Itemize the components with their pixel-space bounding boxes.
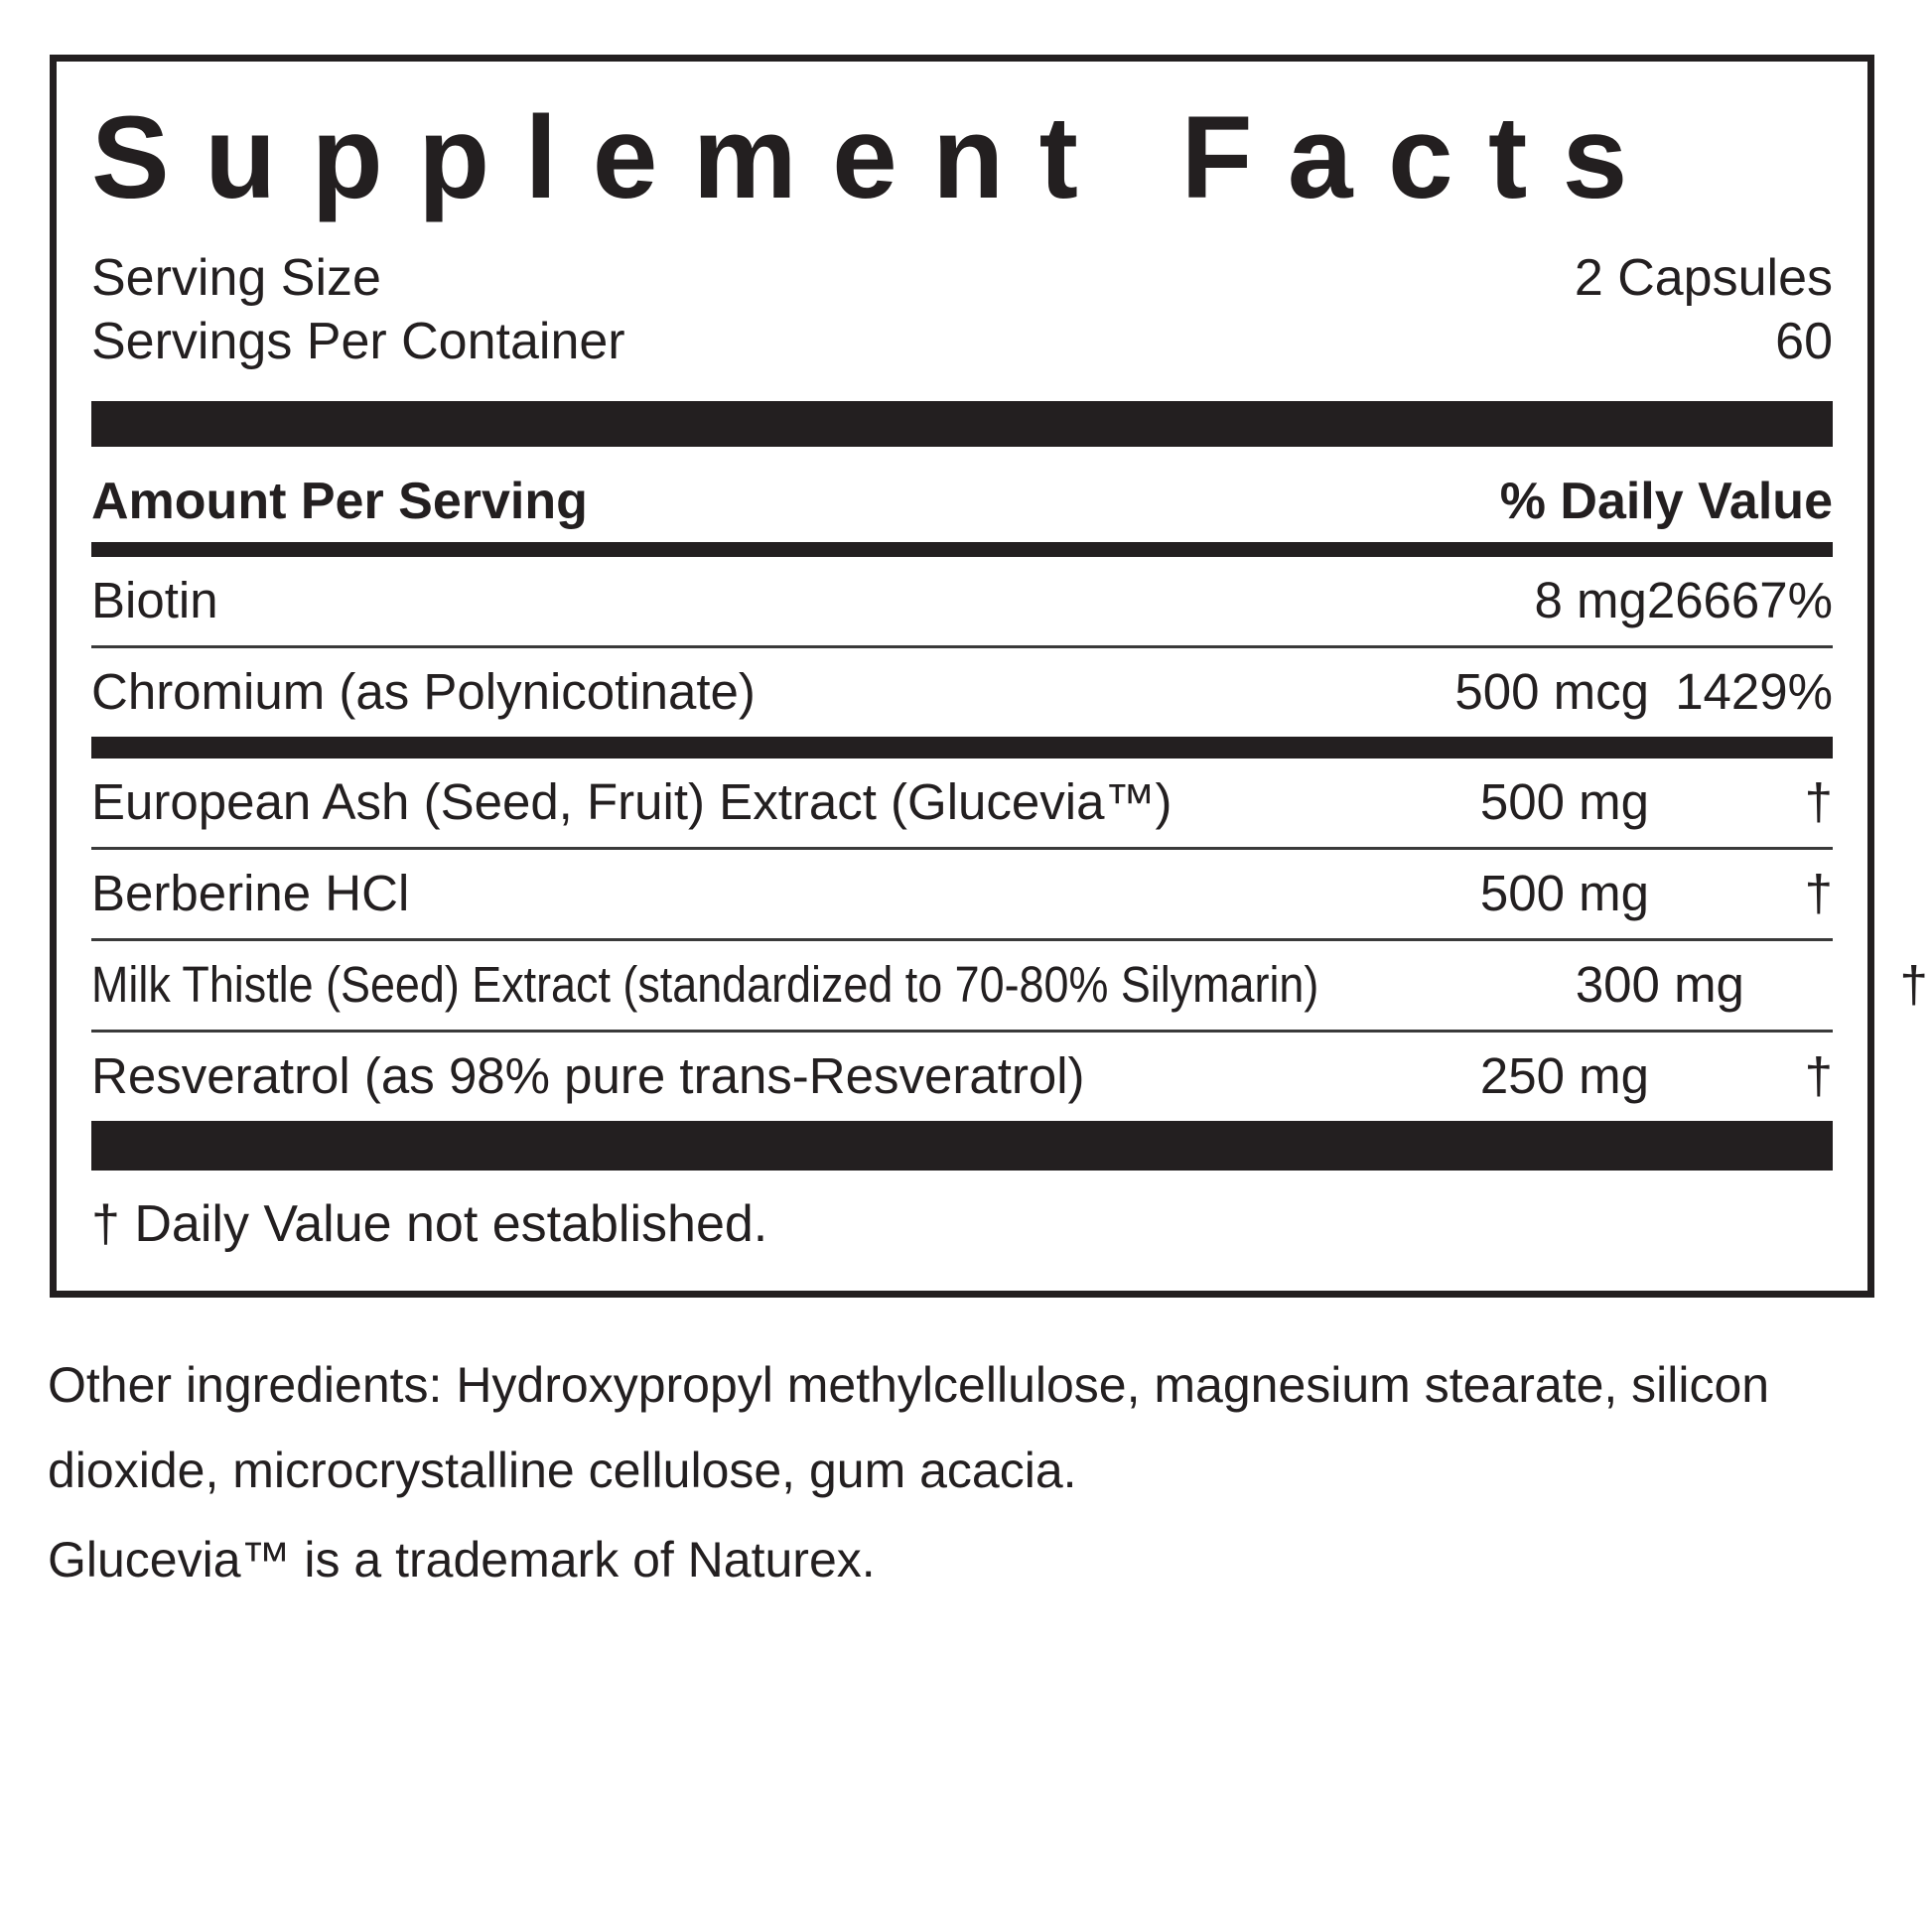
ingredient-row-berberine: Berberine HCl 500 mg † <box>91 850 1833 938</box>
row-separator <box>91 847 1833 850</box>
servings-per-container-label: Servings Per Container <box>91 313 625 370</box>
servings-per-container-row: Servings Per Container 60 <box>91 310 1833 373</box>
serving-size-row: Serving Size 2 Capsules <box>91 246 1833 310</box>
other-ingredients-line2: dioxide, microcrystalline cellulose, gum… <box>48 1443 1077 1498</box>
daily-value-footnote: † Daily Value not established. <box>91 1195 768 1253</box>
column-header-row: Amount Per Serving % Daily Value <box>91 447 1833 530</box>
serving-size-label: Serving Size <box>91 249 381 307</box>
row-separator <box>91 1030 1833 1033</box>
ingredient-amount: 300 mg <box>1575 956 1744 1013</box>
ingredient-amount: 250 mg <box>1479 1047 1649 1104</box>
ingredient-name: Chromium (as Polynicotinate) <box>91 663 756 720</box>
ingredient-daily-value: † <box>1804 773 1833 830</box>
ingredient-name: Biotin <box>91 572 218 628</box>
ingredient-amount: 8 mg <box>1534 572 1647 628</box>
ingredient-daily-value: † <box>1899 956 1928 1013</box>
serving-info: Serving Size 2 Capsules Servings Per Con… <box>91 246 1833 373</box>
ingredient-daily-value: † <box>1804 1047 1833 1104</box>
servings-per-container-value: 60 <box>1775 313 1833 370</box>
ingredient-row-milk-thistle: Milk Thistle (Seed) Extract (standardize… <box>91 941 1928 1030</box>
ingredient-amount: 500 mg <box>1479 773 1649 830</box>
divider-bar-thick-top <box>91 401 1833 447</box>
ingredient-name: Berberine HCl <box>91 865 410 921</box>
ingredient-row-european-ash: European Ash (Seed, Fruit) Extract (Gluc… <box>91 759 1833 847</box>
row-separator <box>91 938 1833 941</box>
ingredient-daily-value: 1429% <box>1675 663 1833 720</box>
ingredient-name: European Ash (Seed, Fruit) Extract (Gluc… <box>91 773 1173 830</box>
supplement-facts-panel: Supplement Facts Serving Size 2 Capsules… <box>50 55 1928 1298</box>
ingredient-name: Milk Thistle (Seed) Extract (standardize… <box>91 956 1319 1013</box>
ingredient-name: Resveratrol (as 98% pure trans-Resveratr… <box>91 1047 1085 1104</box>
amount-per-serving-header: Amount Per Serving <box>91 473 588 530</box>
percent-daily-value-header: % Daily Value <box>1499 473 1833 530</box>
ingredient-amount: 500 mcg <box>1454 663 1649 720</box>
ingredient-row-chromium: Chromium (as Polynicotinate) 500 mcg 142… <box>91 648 1833 737</box>
divider-bar-thick-bottom <box>91 1121 1833 1171</box>
ingredient-row-biotin: Biotin 8 mg 26667% <box>91 557 1833 645</box>
ingredient-amount: 500 mg <box>1479 865 1649 921</box>
divider-bar-header <box>91 542 1833 557</box>
divider-bar-medium <box>91 737 1833 759</box>
serving-size-value: 2 Capsules <box>1574 249 1833 307</box>
panel-title: Supplement Facts <box>91 92 1663 223</box>
row-separator <box>91 645 1833 648</box>
ingredient-daily-value: † <box>1804 865 1833 921</box>
other-ingredients-line1: Other ingredients: Hydroxypropyl methylc… <box>48 1357 1770 1413</box>
ingredient-row-resveratrol: Resveratrol (as 98% pure trans-Resveratr… <box>91 1033 1833 1121</box>
trademark-note: Glucevia™ is a trademark of Naturex. <box>48 1532 876 1587</box>
ingredient-daily-value: 26667% <box>1646 572 1833 628</box>
other-ingredients-text: Other ingredients: Hydroxypropyl methylc… <box>48 1342 1884 1513</box>
